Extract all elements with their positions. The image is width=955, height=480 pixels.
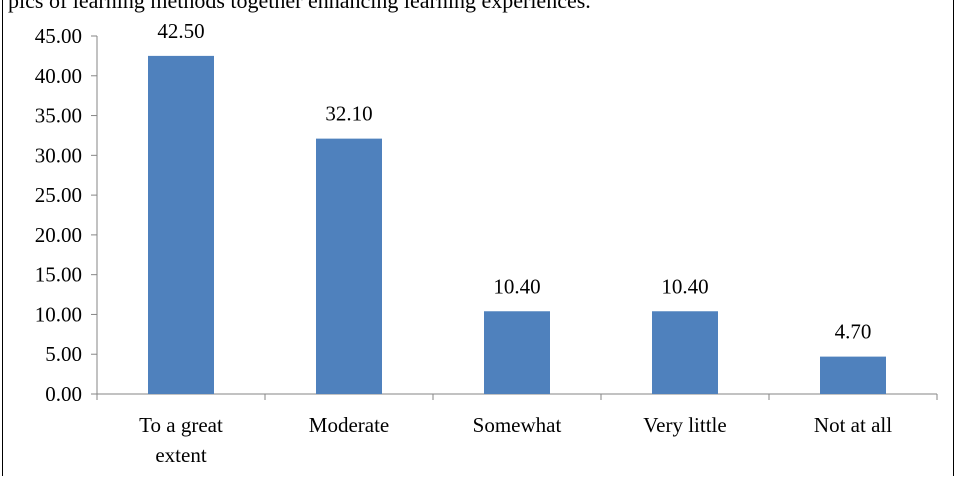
data-label: 4.70 [835,320,872,344]
data-label: 42.50 [157,19,204,43]
y-tick-label: 40.00 [35,64,82,88]
category-label: Not at all [814,413,892,437]
bars [148,55,886,395]
bar [148,55,214,395]
bar [316,138,382,394]
bar [652,311,718,394]
data-label: 10.40 [493,274,540,298]
y-tick-label: 30.00 [35,143,82,167]
y-tick-label: 20.00 [35,223,82,247]
y-tick-label: 45.00 [35,24,82,48]
category-label: Moderate [309,413,389,437]
category-label: extent [155,443,206,467]
data-label: 10.40 [661,274,708,298]
category-labels: To a great extent Moderate Somewhat Very lit… [139,413,892,467]
y-tick-label: 15.00 [35,263,82,287]
y-tick-label: 10.00 [35,302,82,326]
category-label: Somewhat [473,413,562,437]
y-axis-ticks: 0.00 5.00 10.00 15.00 20.00 25.00 30.00 35.00 40… [35,24,97,406]
bar [820,356,886,394]
y-tick-label: 0.00 [45,382,82,406]
data-label: 32.10 [325,102,372,126]
bar [484,311,550,394]
category-label: Very little [643,413,726,437]
caption-fragment: pics of learning methods together enhanc… [8,0,591,13]
y-tick-label: 35.00 [35,104,82,128]
value-labels: 42.50 32.10 10.40 10.40 4.70 [157,19,871,344]
category-label: To a great [139,413,223,437]
x-axis-ticks [96,394,938,400]
y-tick-label: 5.00 [45,342,82,366]
y-tick-label: 25.00 [35,183,82,207]
